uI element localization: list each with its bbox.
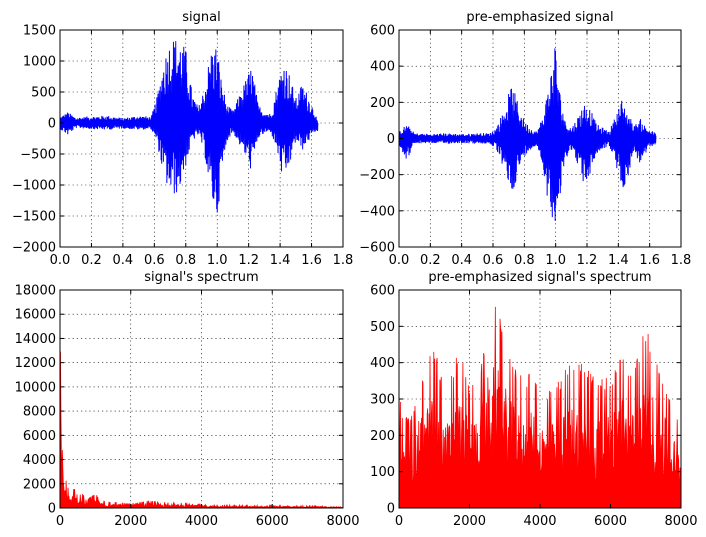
x-tick-label: 0.0 [389,253,410,268]
y-tick-label: −600 [359,241,395,256]
y-tick-label: 0 [48,502,56,517]
y-tick-label: 0 [387,132,395,147]
x-tick-label: 1.6 [301,253,322,268]
x-tick-label: 1.6 [639,253,660,268]
x-tick-label: 0.8 [514,253,535,268]
y-tick-label: −1000 [12,179,56,194]
x-tick-label: 0.6 [483,253,504,268]
x-tick-label: 0.6 [144,253,165,268]
y-tick-label: −500 [20,148,56,163]
y-tick-label: 18000 [15,284,56,299]
series-area [398,306,682,509]
y-tick-label: 8000 [23,405,56,420]
y-tick-label: 4000 [23,453,56,468]
y-tick-label: 16000 [15,308,56,323]
x-tick-label: 1.4 [608,253,629,268]
x-tick-label: 4000 [185,514,218,529]
y-tick-label: 10000 [15,380,56,395]
subplot-title: signal [182,10,220,25]
x-tick-label: 0 [56,514,64,529]
subplot-pre-emphasized-signal: pre-emphasized signal 0.0 0.2 0.4 0.6 0.8 1.0… [359,10,691,268]
y-tick-label: 1000 [23,55,56,70]
x-tick-label: 8000 [326,514,359,529]
y-tick-label: 14000 [15,332,56,347]
y-tick-label: −1500 [12,210,56,225]
x-tick-label: 2000 [453,514,486,529]
y-tick-label: 6000 [23,429,56,444]
x-tick-label: 1.8 [671,253,692,268]
x-tick-label: 0.2 [420,253,441,268]
y-tick-label: 0 [48,117,56,132]
y-tick-label: −2000 [12,241,56,256]
plot-frame [59,29,344,248]
y-tick-label: 500 [31,86,56,101]
y-tick-label: −400 [359,204,395,219]
x-tick-label: 0.8 [175,253,196,268]
y-tick-label: 300 [370,393,395,408]
y-tick-label: 400 [370,60,395,75]
x-tick-label: 1.2 [577,253,598,268]
x-tick-label: 0.0 [50,253,71,268]
y-tick-label: 400 [370,356,395,371]
x-tick-label: 1.0 [207,253,228,268]
subplot-title: pre-emphasized signal's spectrum [428,270,651,285]
y-tick-label: 200 [370,429,395,444]
series-line [59,41,319,213]
x-tick-label: 1.2 [238,253,259,268]
y-tick-label: 12000 [15,356,56,371]
x-tick-label: 0.4 [451,253,472,268]
y-tick-label: 500 [370,320,395,335]
y-tick-label: 600 [370,24,395,39]
x-tick-label: 0.4 [113,253,134,268]
y-tick-label: 100 [370,465,395,480]
y-tick-label: 2000 [23,477,56,492]
x-tick-label: 1.0 [545,253,566,268]
series-line [398,48,657,221]
x-tick-label: 6000 [594,514,627,529]
y-tick-label: 200 [370,96,395,111]
y-tick-label: −200 [359,168,395,183]
x-tick-label: 0.2 [81,253,102,268]
subplot-title: signal's spectrum [144,270,258,285]
subplot-title: pre-emphasized signal [466,10,613,25]
x-tick-label: 4000 [523,514,556,529]
x-tick-label: 6000 [256,514,289,529]
subplot-signal-spectrum: signal's spectrum 0 2000 4000 6000 8000 0 2000… [15,270,360,529]
x-tick-label: 0 [395,514,403,529]
y-tick-label: 0 [387,502,395,517]
subplot-pre-emphasized-signal-spectrum: pre-emphasized signal's spectrum 0 2000 40… [370,270,697,529]
y-tick-label: 600 [370,284,395,299]
x-tick-label: 1.4 [270,253,291,268]
subplot-signal: signal 0.0 0.2 0.4 0.6 0.8 1.0 1.2 1.4 1.6 1.8 −20… [12,10,353,268]
y-tick-label: 1500 [23,24,56,39]
x-tick-label: 1.8 [333,253,354,268]
x-tick-label: 8000 [664,514,697,529]
x-tick-label: 2000 [114,514,147,529]
